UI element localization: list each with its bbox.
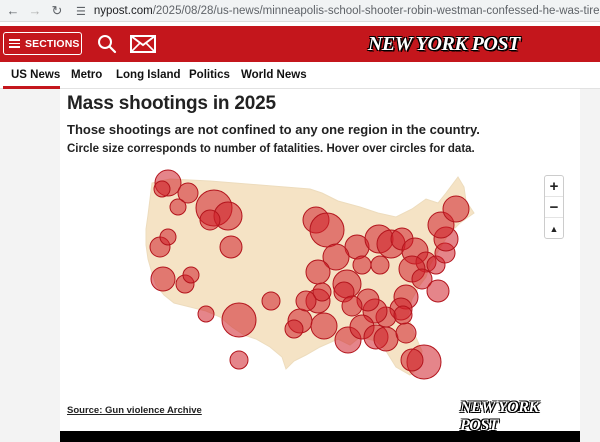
sections-button[interactable]: SECTIONS <box>3 32 82 55</box>
graphic-title: Mass shootings in 2025 <box>67 93 276 114</box>
nav-item-us-news[interactable]: US News <box>11 69 61 81</box>
zoom-in-button[interactable]: + <box>545 176 563 197</box>
back-arrow-icon[interactable]: ← <box>6 3 20 18</box>
shooting-circle[interactable] <box>393 305 413 325</box>
address-bar[interactable]: ☰ nypost.com/2025/08/28/us-news/minneapo… <box>76 2 600 20</box>
nav-item-metro[interactable]: Metro <box>71 69 103 81</box>
shooting-circle[interactable] <box>261 291 281 311</box>
shooting-circle[interactable] <box>442 195 470 223</box>
shooting-circle[interactable] <box>219 235 243 259</box>
category-nav: US News Metro Long Island Politics World… <box>0 62 600 89</box>
zoom-out-button[interactable]: − <box>545 197 563 218</box>
graphic-subtitle: Those shootings are not confined to any … <box>67 122 480 137</box>
shooting-circle[interactable] <box>177 182 199 204</box>
shooting-circle[interactable] <box>411 268 433 290</box>
active-tab-indicator <box>3 86 60 89</box>
search-icon[interactable] <box>97 34 117 54</box>
brand-logo[interactable]: NEW YORK POST <box>368 33 520 55</box>
shooting-circle[interactable] <box>373 326 399 352</box>
graphic-note: Circle size corresponds to number of fat… <box>67 143 475 155</box>
map-zoom-controls: + − ▲ <box>544 175 564 239</box>
source-link[interactable]: Source: Gun violence Archive <box>67 405 202 416</box>
graphic-card: Mass shootings in 2025 Those shootings a… <box>60 89 580 434</box>
browser-toolbar: ← → ↻ ☰ nypost.com/2025/08/28/us-news/mi… <box>0 0 600 22</box>
shooting-circle[interactable] <box>229 350 249 370</box>
shooting-circle[interactable] <box>199 209 221 231</box>
shooting-circle[interactable] <box>312 282 332 302</box>
nav-item-world-news[interactable]: World News <box>241 69 307 81</box>
shooting-circle[interactable] <box>305 259 331 285</box>
url-path: /2025/08/28/us-news/minneapolis-school-s… <box>152 5 600 17</box>
shooting-circle[interactable] <box>153 180 171 198</box>
nav-item-politics[interactable]: Politics <box>189 69 230 81</box>
nav-item-long-island[interactable]: Long Island <box>116 69 181 81</box>
sections-label: SECTIONS <box>25 37 80 50</box>
shooting-circle[interactable] <box>426 279 450 303</box>
reset-north-button[interactable]: ▲ <box>549 223 559 234</box>
url-domain: nypost.com <box>93 5 153 17</box>
shooting-circle[interactable] <box>370 255 390 275</box>
shooting-circle[interactable] <box>400 348 424 372</box>
shooting-circle[interactable] <box>221 302 257 338</box>
shooting-circle[interactable] <box>182 266 200 284</box>
shooting-circle[interactable] <box>352 255 372 275</box>
us-map[interactable] <box>60 89 580 389</box>
hamburger-icon <box>9 39 20 48</box>
shooting-circle[interactable] <box>309 212 345 248</box>
shooting-circles <box>149 169 470 380</box>
tune-icon[interactable]: ☰ <box>76 5 86 18</box>
mail-icon[interactable] <box>130 35 156 53</box>
shooting-circle[interactable] <box>150 266 176 292</box>
footer-logo: NEW YORK POST <box>460 399 539 434</box>
shooting-circle[interactable] <box>169 198 187 216</box>
forward-arrow-icon[interactable]: → <box>28 3 42 18</box>
shooting-circle[interactable] <box>310 312 338 340</box>
shooting-circle[interactable] <box>197 305 215 323</box>
shooting-circle[interactable] <box>341 295 363 317</box>
shooting-circle[interactable] <box>395 322 417 344</box>
video-player-edge <box>60 431 580 442</box>
shooting-circle[interactable] <box>295 290 317 312</box>
site-header: SECTIONS NEW YORK POST <box>0 26 600 62</box>
reload-icon[interactable]: ↻ <box>51 2 63 18</box>
shooting-circle[interactable] <box>322 243 350 271</box>
shooting-circle[interactable] <box>159 228 177 246</box>
shooting-circle[interactable] <box>284 319 304 339</box>
